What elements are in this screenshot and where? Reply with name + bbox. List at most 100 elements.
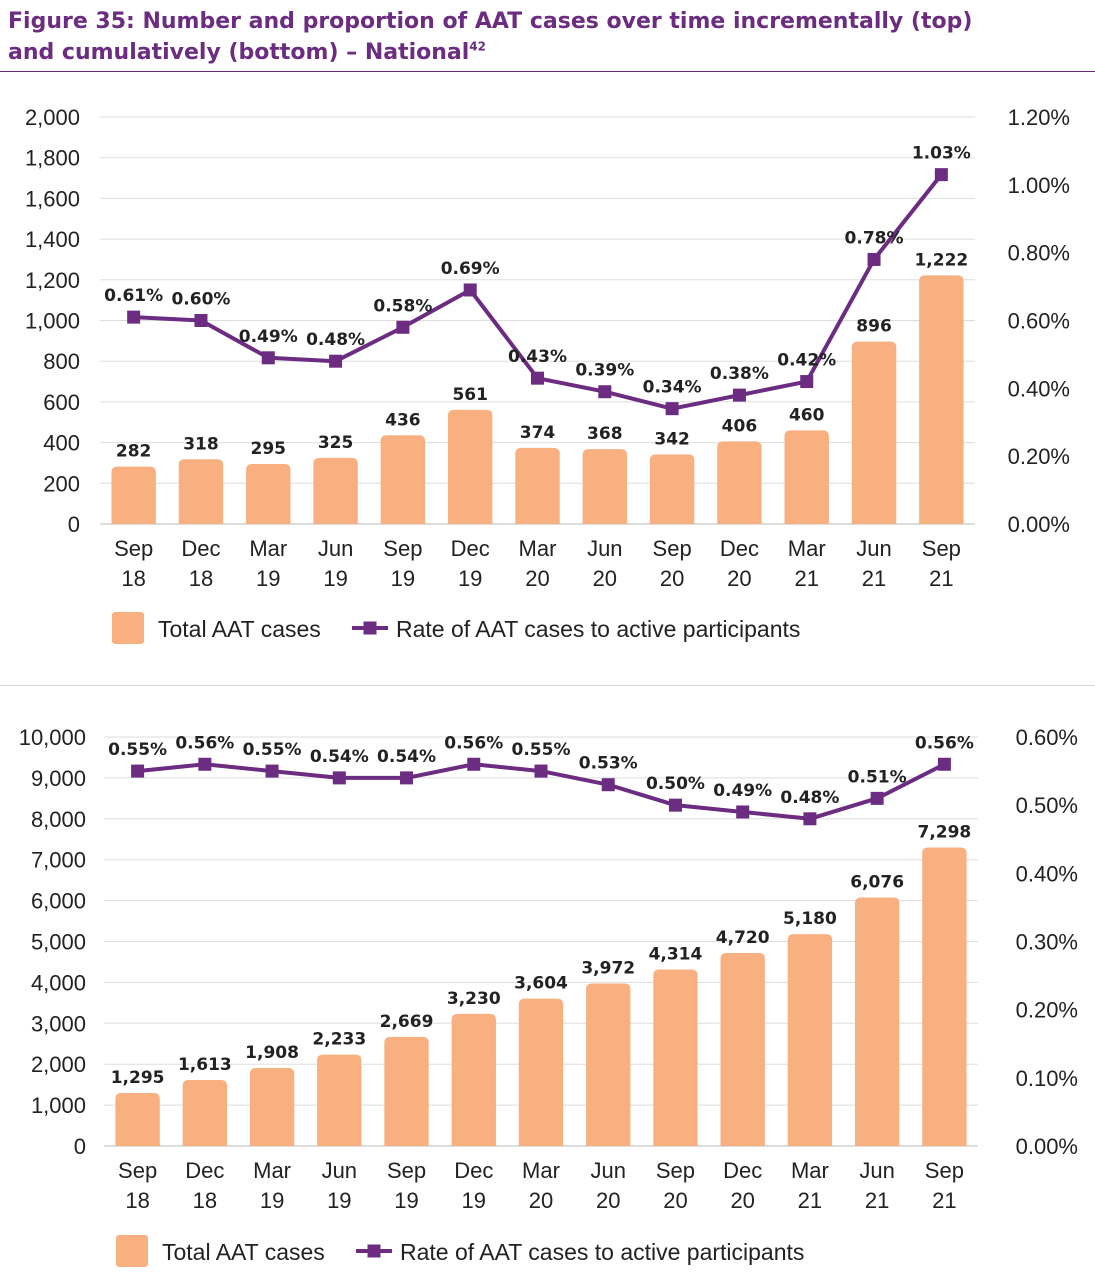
top-rate-value-label: 0.48% xyxy=(306,330,365,350)
bottom-rate-value-label: 0.48% xyxy=(780,788,839,808)
bottom-rate-marker xyxy=(668,798,682,812)
bottom-legend-line-marker xyxy=(367,1244,381,1258)
bottom-bar-value-label: 4,720 xyxy=(716,928,770,948)
bottom-x-tick-label: Mar xyxy=(791,1158,829,1183)
top-y-tick-label: 1,400 xyxy=(25,227,80,252)
bottom-x-tick-label: 18 xyxy=(125,1188,149,1213)
bottom-x-tick-label: 19 xyxy=(394,1188,418,1213)
bottom-y-tick-label: 0 xyxy=(74,1134,86,1159)
bottom-rate-value-label: 0.50% xyxy=(646,774,705,794)
bottom-rate-marker xyxy=(601,778,615,792)
top-rate-value-label: 0.49% xyxy=(239,327,298,347)
bottom-x-tick-label: 18 xyxy=(193,1188,217,1213)
bottom-x-tick-label: 20 xyxy=(730,1188,754,1213)
top-x-tick-label: Jun xyxy=(318,536,353,561)
top-rate-marker xyxy=(194,314,208,327)
bottom-x-tick-label: 21 xyxy=(865,1188,889,1213)
bottom-bar-value-label: 1,295 xyxy=(111,1068,165,1088)
bottom-bar-value-label: 3,604 xyxy=(514,974,568,994)
top-rate-value-label: 0.58% xyxy=(373,296,432,316)
top-bar xyxy=(784,430,829,524)
bottom-x-tick-label: Sep xyxy=(387,1158,426,1183)
bottom-y2-tick-label: 0.20% xyxy=(1016,998,1078,1023)
bottom-y-tick-label: 4,000 xyxy=(31,970,86,995)
bottom-bar xyxy=(317,1054,362,1146)
top-bar xyxy=(851,341,897,524)
bottom-bar xyxy=(922,847,967,1146)
bottom-rate-marker xyxy=(332,771,346,785)
bottom-bar-value-label: 6,076 xyxy=(850,872,904,892)
top-bar xyxy=(649,454,695,524)
bottom-y2-tick-label: 0.40% xyxy=(1016,861,1078,886)
top-x-tick-label: 20 xyxy=(525,566,549,591)
bottom-y-tick-label: 2,000 xyxy=(31,1052,86,1077)
bottom-x-tick-label: 19 xyxy=(327,1188,351,1213)
bottom-x-tick-label: Jun xyxy=(859,1158,894,1183)
bottom-y2-tick-label: 0.60% xyxy=(1016,725,1078,750)
top-rate-marker xyxy=(531,371,544,385)
bottom-bar-value-label: 1,613 xyxy=(178,1055,232,1075)
bottom-bar xyxy=(787,934,833,1146)
top-y2-tick-label: 0.80% xyxy=(1008,241,1070,266)
bottom-y2-tick-label: 0.50% xyxy=(1016,793,1078,818)
bottom-rate-value-label: 0.49% xyxy=(713,781,772,801)
bottom-y2-tick-label: 0.30% xyxy=(1016,930,1078,955)
top-rate-value-label: 0.39% xyxy=(575,361,634,381)
bottom-x-tick-label: Sep xyxy=(925,1158,964,1183)
top-x-tick-label: Jun xyxy=(856,536,891,561)
top-x-tick-label: Mar xyxy=(249,536,287,561)
top-y-tick-label: 2,000 xyxy=(25,105,80,130)
top-legend-bar-swatch xyxy=(112,612,144,644)
bottom-x-tick-label: 21 xyxy=(798,1188,822,1213)
top-y2-tick-label: 0.40% xyxy=(1008,376,1070,401)
top-rate-value-label: 0.34% xyxy=(643,378,702,398)
top-x-tick-label: 20 xyxy=(593,566,617,591)
top-x-tick-label: 20 xyxy=(727,566,751,591)
top-bar-value-label: 282 xyxy=(116,442,152,462)
bottom-x-tick-label: Dec xyxy=(723,1158,762,1183)
bottom-bar xyxy=(451,1013,496,1146)
bottom-y-tick-label: 7,000 xyxy=(31,848,86,873)
top-rate-value-label: 0.43% xyxy=(508,347,567,367)
top-bar-value-label: 561 xyxy=(452,385,488,405)
top-rate-marker xyxy=(800,375,814,389)
bottom-x-tick-label: Mar xyxy=(253,1158,291,1183)
bottom-bar xyxy=(115,1093,160,1146)
top-bar xyxy=(919,275,964,524)
top-x-tick-label: Mar xyxy=(788,536,826,561)
bottom-rate-value-label: 0.51% xyxy=(848,767,907,787)
top-y-tick-label: 0 xyxy=(68,512,80,537)
top-rate-value-label: 0.69% xyxy=(441,259,500,279)
top-bar xyxy=(582,449,628,524)
top-rate-marker xyxy=(463,283,477,297)
bottom-rate-value-label: 0.54% xyxy=(310,747,369,767)
bottom-rate-value-label: 0.55% xyxy=(108,740,167,760)
top-rate-value-label: 0.61% xyxy=(104,286,163,306)
top-x-tick-label: Dec xyxy=(720,536,759,561)
bottom-rate-marker xyxy=(937,757,951,771)
top-rate-marker xyxy=(396,320,410,334)
top-y-tick-label: 1,200 xyxy=(25,268,80,293)
top-rate-marker xyxy=(934,168,948,182)
top-x-tick-label: 19 xyxy=(256,566,280,591)
figure-title: Figure 35: Number and proportion of AAT … xyxy=(8,6,1088,68)
top-bar xyxy=(515,447,560,524)
bottom-bar-value-label: 2,669 xyxy=(380,1012,434,1032)
top-legend-bar-label: Total AAT cases xyxy=(158,616,321,642)
top-x-tick-label: Sep xyxy=(383,536,422,561)
bottom-x-tick-label: 20 xyxy=(529,1188,553,1213)
top-bar-value-label: 325 xyxy=(318,433,354,453)
top-x-tick-label: 18 xyxy=(121,566,145,591)
bottom-y-tick-label: 1,000 xyxy=(31,1093,86,1118)
top-bar-value-label: 1,222 xyxy=(914,250,968,270)
top-rate-marker xyxy=(329,354,343,368)
top-y2-tick-label: 1.00% xyxy=(1008,173,1070,198)
bottom-bar xyxy=(384,1036,429,1146)
top-x-tick-label: 21 xyxy=(929,566,953,591)
top-bar xyxy=(313,457,358,524)
top-legend-line-label: Rate of AAT cases to active participants xyxy=(396,616,800,642)
bottom-rate-marker xyxy=(198,757,212,771)
top-rate-marker xyxy=(598,385,612,399)
top-x-tick-label: 18 xyxy=(189,566,213,591)
footnote-reference: 42 xyxy=(469,39,486,54)
